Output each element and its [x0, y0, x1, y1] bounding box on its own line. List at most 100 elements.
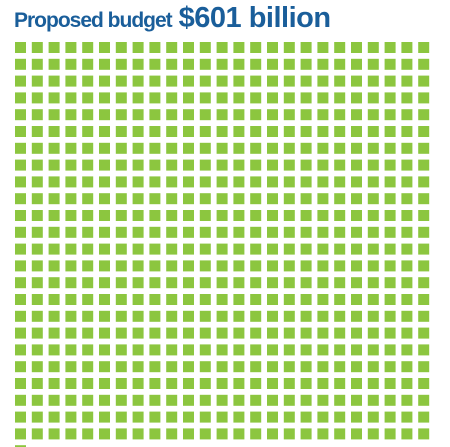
waffle-square	[317, 378, 329, 389]
waffle-square	[132, 142, 144, 154]
waffle-square	[418, 126, 430, 137]
waffle-square	[48, 327, 60, 339]
waffle-square	[82, 327, 94, 339]
waffle-square	[149, 378, 161, 389]
waffle-square	[233, 75, 245, 87]
waffle-square	[267, 310, 278, 322]
waffle-square	[250, 344, 262, 356]
waffle-square	[82, 142, 94, 154]
waffle-square	[351, 142, 362, 154]
waffle-square	[300, 378, 312, 389]
waffle-square	[267, 428, 278, 440]
waffle-square	[250, 126, 262, 137]
waffle-square	[15, 243, 26, 255]
waffle-square	[65, 92, 77, 104]
waffle-square	[300, 277, 312, 289]
waffle-square	[115, 58, 127, 70]
waffle-square	[267, 411, 278, 423]
waffle-square	[31, 428, 43, 440]
waffle-square	[401, 58, 413, 70]
waffle-square	[250, 327, 262, 339]
waffle-square	[15, 361, 26, 373]
waffle-square	[65, 310, 77, 322]
waffle-square	[250, 361, 262, 373]
waffle-square	[149, 226, 161, 238]
waffle-square	[183, 327, 194, 339]
waffle-square	[233, 126, 245, 137]
waffle-square	[132, 226, 144, 238]
waffle-square	[267, 142, 278, 154]
waffle-square	[233, 176, 245, 188]
waffle-square	[115, 193, 127, 205]
waffle-square	[31, 42, 43, 53]
waffle-square	[267, 327, 278, 339]
waffle-square	[115, 226, 127, 238]
waffle-square	[183, 344, 194, 356]
waffle-square	[317, 394, 329, 406]
waffle-square	[334, 142, 346, 154]
waffle-square	[233, 159, 245, 171]
waffle-square	[216, 294, 228, 305]
waffle-square	[267, 277, 278, 289]
waffle-square	[267, 361, 278, 373]
waffle-square	[132, 277, 144, 289]
waffle-square	[115, 42, 127, 53]
waffle-square	[199, 58, 211, 70]
waffle-square	[351, 58, 362, 70]
waffle-square	[15, 394, 26, 406]
waffle-square	[99, 294, 110, 305]
waffle-square	[418, 58, 430, 70]
waffle-square	[65, 294, 77, 305]
waffle-square	[384, 92, 396, 104]
waffle-square	[334, 378, 346, 389]
waffle-square	[82, 361, 94, 373]
waffle-square	[132, 378, 144, 389]
waffle-square	[384, 294, 396, 305]
waffle-square	[216, 327, 228, 339]
waffle-square	[418, 159, 430, 171]
waffle-square	[15, 344, 26, 356]
waffle-square	[65, 243, 77, 255]
waffle-square	[48, 411, 60, 423]
waffle-square	[48, 226, 60, 238]
waffle-square	[401, 310, 413, 322]
waffle-square	[31, 310, 43, 322]
waffle-square	[15, 193, 26, 205]
waffle-square	[317, 277, 329, 289]
waffle-square	[233, 378, 245, 389]
waffle-square	[31, 75, 43, 87]
waffle-square	[199, 428, 211, 440]
waffle-square	[216, 428, 228, 440]
waffle-square	[15, 226, 26, 238]
waffle-square	[418, 176, 430, 188]
waffle-square	[317, 327, 329, 339]
waffle-square	[99, 327, 110, 339]
waffle-square	[267, 109, 278, 121]
waffle-square	[115, 92, 127, 104]
waffle-square	[199, 193, 211, 205]
waffle-square	[250, 176, 262, 188]
waffle-square	[149, 142, 161, 154]
waffle-square	[233, 310, 245, 322]
waffle-square	[166, 58, 178, 70]
waffle-square	[149, 277, 161, 289]
waffle-square	[115, 159, 127, 171]
waffle-square	[367, 378, 379, 389]
waffle-square	[82, 92, 94, 104]
waffle-square	[99, 226, 110, 238]
waffle-square	[183, 142, 194, 154]
waffle-square	[31, 226, 43, 238]
waffle-square	[65, 394, 77, 406]
waffle-square	[99, 176, 110, 188]
waffle-square	[132, 92, 144, 104]
waffle-square	[283, 142, 295, 154]
waffle-square	[99, 411, 110, 423]
waffle-square	[132, 58, 144, 70]
waffle-square	[166, 361, 178, 373]
waffle-square	[384, 260, 396, 272]
waffle-square	[317, 428, 329, 440]
waffle-square	[216, 277, 228, 289]
waffle-square	[384, 394, 396, 406]
waffle-square	[401, 260, 413, 272]
waffle-square	[334, 294, 346, 305]
